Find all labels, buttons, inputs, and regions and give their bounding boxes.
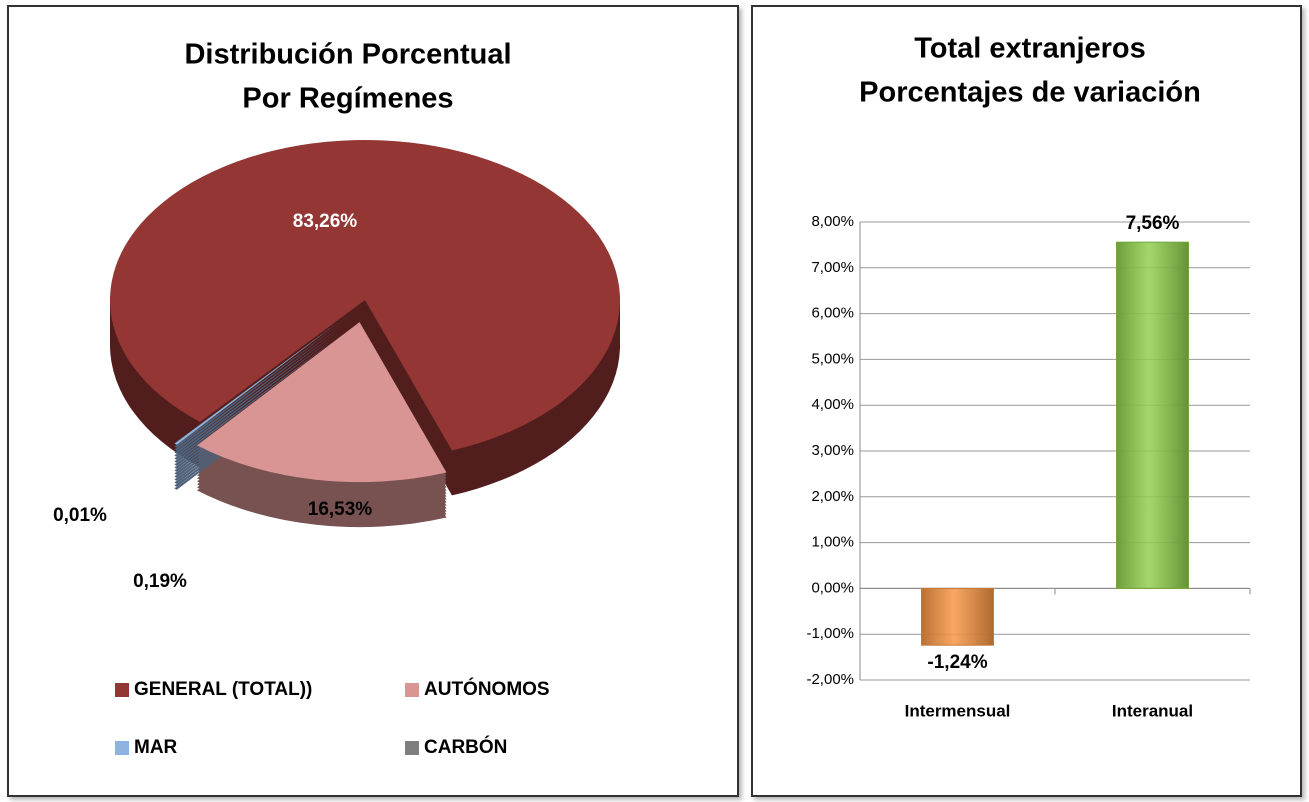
data-label: 0,19% xyxy=(133,571,187,592)
legend-label: AUTÓNOMOS xyxy=(424,678,550,700)
y-tick-label: 4,00% xyxy=(811,396,854,413)
y-tick-label: 2,00% xyxy=(811,488,854,505)
y-tick-label: -2,00% xyxy=(806,671,854,688)
y-tick-label: 6,00% xyxy=(811,305,854,322)
legend-label: CARBÓN xyxy=(424,736,507,758)
legend-label: MAR xyxy=(134,737,178,758)
slice-side xyxy=(174,333,340,457)
slice-side xyxy=(174,336,340,459)
legend-swatch xyxy=(405,683,419,697)
slice-side xyxy=(174,327,340,450)
y-tick-label: 8,00% xyxy=(811,213,854,230)
slice-side xyxy=(174,336,340,460)
slice-side xyxy=(174,333,340,456)
data-label: 83,26% xyxy=(293,211,358,232)
x-tick-label: Interanual xyxy=(1112,701,1193,720)
bar xyxy=(921,587,994,646)
data-label: 16,53% xyxy=(308,499,373,520)
legend-label: GENERAL (TOTAL)) xyxy=(134,679,312,700)
y-tick-label: 3,00% xyxy=(811,442,854,459)
slice-side xyxy=(174,330,340,453)
data-label: -1,24% xyxy=(927,652,987,673)
x-tick-label: Intermensual xyxy=(905,701,1011,720)
slice-side xyxy=(174,324,340,447)
bar xyxy=(1116,241,1189,589)
y-tick-label: 7,00% xyxy=(811,259,854,276)
y-tick-label: -1,00% xyxy=(806,625,854,642)
slice-side xyxy=(174,324,340,448)
legend-swatch xyxy=(115,683,129,697)
slice xyxy=(197,322,447,483)
data-label: 7,56% xyxy=(1126,213,1180,234)
bar-title: Porcentajes de variación xyxy=(859,77,1201,109)
pie-title: Por Regímenes xyxy=(242,83,453,115)
data-label: 0,01% xyxy=(53,505,107,526)
right-panel xyxy=(751,5,1302,797)
slice xyxy=(174,321,340,445)
slice xyxy=(110,140,620,451)
y-tick-label: 5,00% xyxy=(811,350,854,367)
legend-swatch xyxy=(115,741,129,755)
pie-title: Distribución Porcentual xyxy=(184,39,511,71)
legend-swatch xyxy=(405,741,419,755)
bar-title: Total extranjeros xyxy=(914,33,1146,65)
slice-side xyxy=(174,327,340,451)
y-tick-label: 0,00% xyxy=(811,579,854,596)
slice xyxy=(174,321,340,444)
y-tick-label: 1,00% xyxy=(811,534,854,551)
slice-side xyxy=(174,330,340,454)
